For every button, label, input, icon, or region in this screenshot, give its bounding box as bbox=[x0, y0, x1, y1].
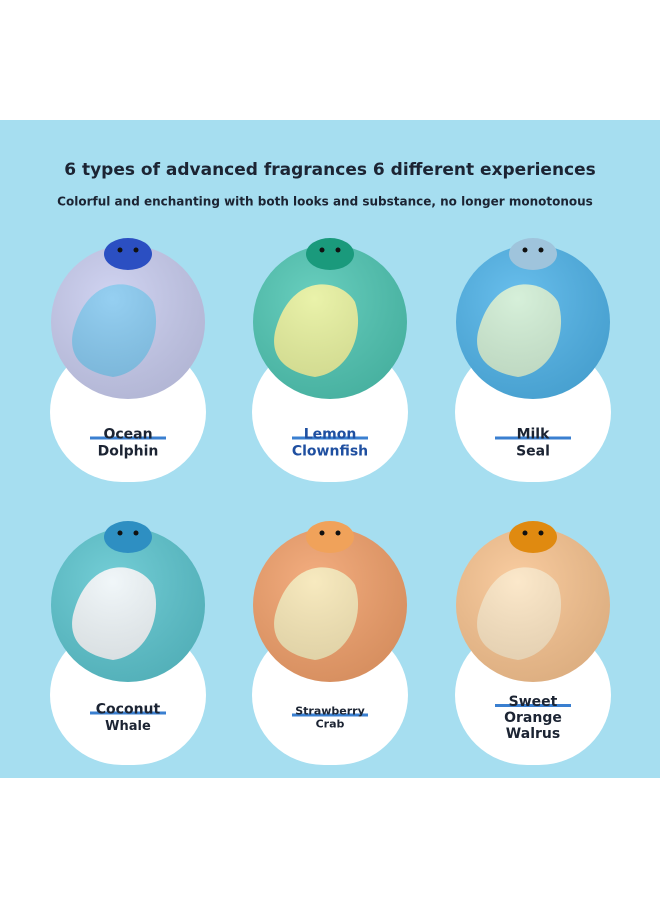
toy-body bbox=[509, 238, 557, 270]
label-accent bbox=[292, 713, 368, 717]
toy-body bbox=[509, 521, 557, 553]
product-label: Seal bbox=[516, 444, 550, 460]
toy-eye bbox=[522, 530, 528, 536]
toy-eye bbox=[335, 530, 341, 536]
label-accent bbox=[495, 436, 571, 440]
product-label: Milk bbox=[517, 427, 551, 443]
title: 6 types of advanced fragrances 6 differe… bbox=[64, 160, 596, 180]
toy-body bbox=[306, 521, 354, 553]
product-label: Strawberry bbox=[295, 705, 365, 718]
label-accent bbox=[90, 711, 166, 715]
product-label: Sweet bbox=[509, 694, 558, 710]
product-label: Clownfish bbox=[292, 444, 368, 460]
product-label: Coconut bbox=[96, 702, 161, 718]
toy-body bbox=[306, 238, 354, 270]
toy-eye bbox=[133, 530, 139, 536]
product-label: Whale bbox=[105, 719, 151, 734]
toy-eye bbox=[133, 247, 139, 253]
bath-bomb-shade bbox=[253, 245, 407, 399]
toy-eye bbox=[319, 247, 325, 253]
label-accent bbox=[495, 704, 571, 707]
toy-eye bbox=[522, 247, 528, 253]
bath-bomb-shade bbox=[51, 528, 205, 682]
toy-eye bbox=[335, 247, 341, 253]
product-label: Ocean bbox=[103, 427, 152, 443]
product-label: Dolphin bbox=[98, 444, 159, 460]
bath-bomb-shade bbox=[456, 245, 610, 399]
toy-body bbox=[104, 238, 152, 270]
toy-body bbox=[104, 521, 152, 553]
label-accent bbox=[292, 436, 368, 440]
toy-eye bbox=[319, 530, 325, 536]
bath-bomb-shade bbox=[456, 528, 610, 682]
toy-eye bbox=[538, 530, 544, 536]
product-label: Crab bbox=[316, 718, 345, 731]
toy-eye bbox=[117, 247, 123, 253]
product-label: Lemon bbox=[304, 427, 357, 443]
bath-bomb-shade bbox=[253, 528, 407, 682]
label-accent bbox=[90, 436, 166, 440]
toy-eye bbox=[538, 247, 544, 253]
toy-eye bbox=[117, 530, 123, 536]
bath-bomb-shade bbox=[51, 245, 205, 399]
product-label: Walrus bbox=[506, 726, 560, 742]
subtitle: Colorful and enchanting with both looks … bbox=[57, 195, 593, 209]
product-label: Orange bbox=[504, 710, 562, 726]
